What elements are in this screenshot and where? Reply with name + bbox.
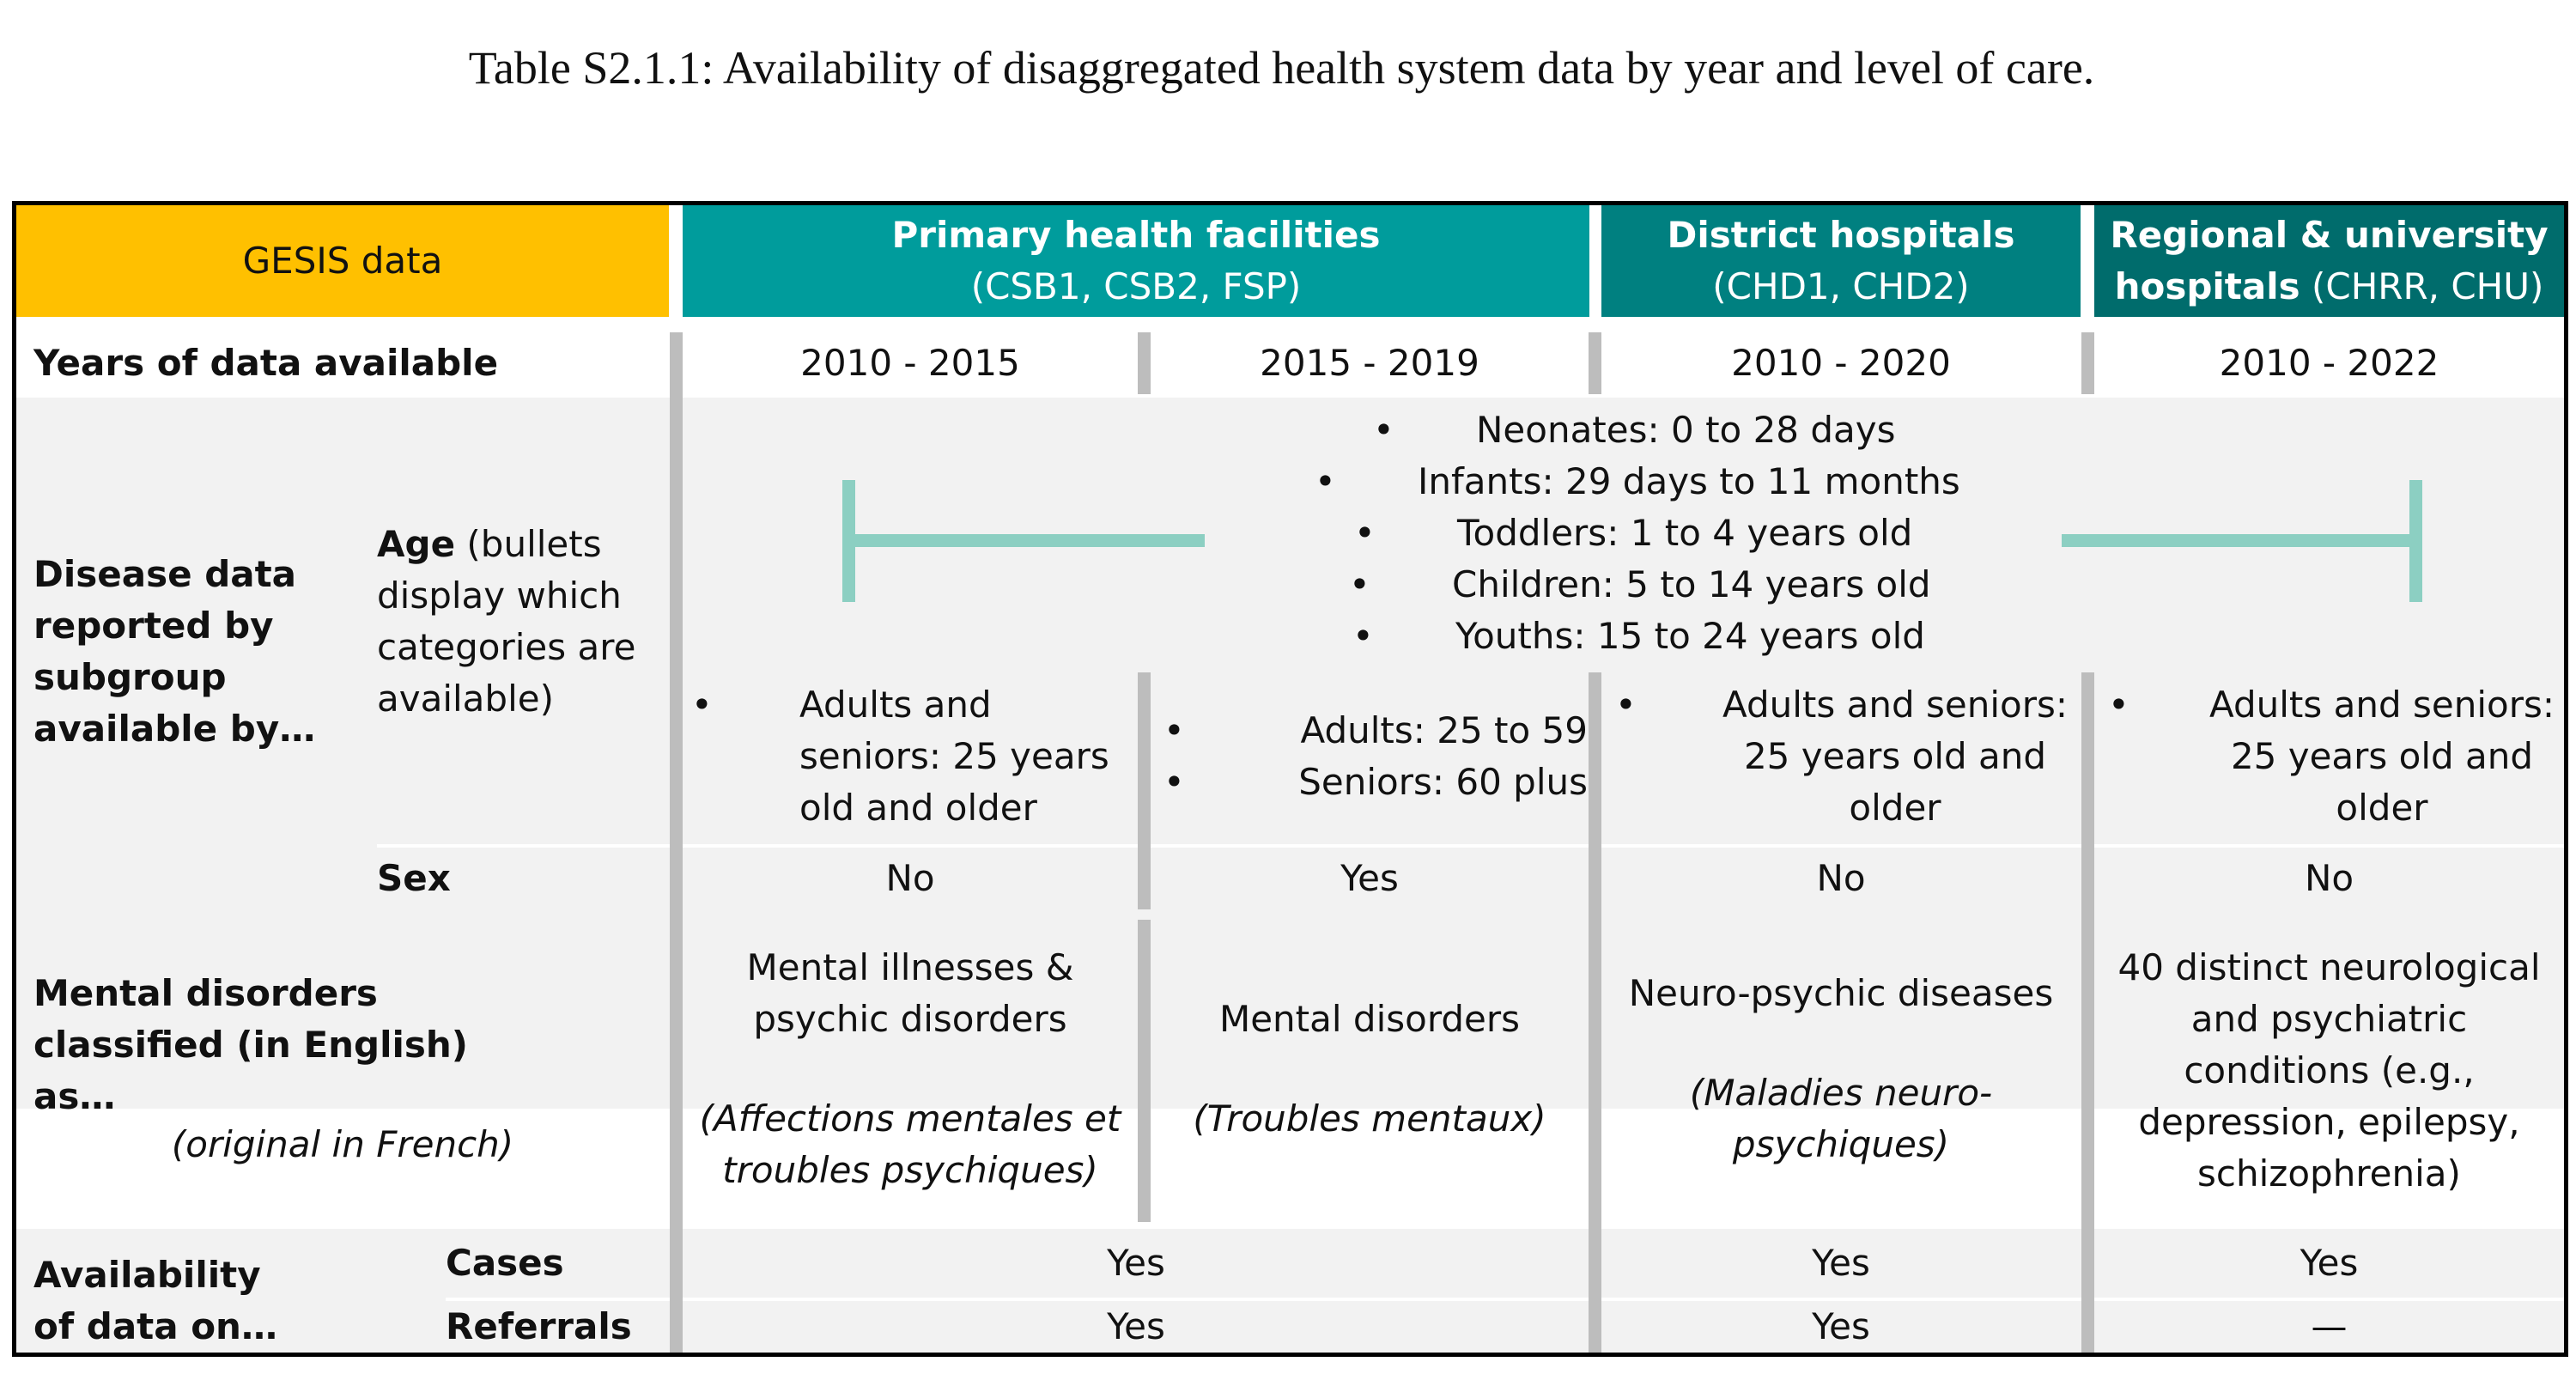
data-availability-table: GESIS data Primary health facilities (CS… — [12, 201, 2568, 1357]
disease-label: Disease data reported by subgroup availa… — [33, 553, 316, 750]
cases-district: Yes — [1812, 1242, 1870, 1284]
header-gap — [2081, 205, 2094, 317]
bullet-dot: • — [1352, 615, 1374, 657]
primary-facilities-header: Primary health facilities (CSB1, CSB2, F… — [683, 205, 1589, 317]
disease-row-background — [16, 398, 2564, 1109]
cases-label: Cases — [446, 1242, 564, 1284]
age-bullet-neonates: Neonates: 0 to 28 days — [1476, 409, 1896, 451]
sex-district: No — [1816, 857, 1866, 899]
bracket-right-vertical — [2409, 480, 2422, 602]
sex-primary-2015: Yes — [1340, 857, 1399, 899]
regional-header-sub: (CHRR, CHU) — [2311, 265, 2544, 307]
primary-header-title: Primary health facilities — [891, 214, 1381, 256]
years-primary-2015: 2015 - 2019 — [1260, 342, 1479, 384]
regional-hospitals-header: Regional & university hospitals (CHRR, C… — [2094, 205, 2564, 317]
availability-label: Availability of data on… — [33, 1254, 277, 1347]
referrals-primary: Yes — [1107, 1305, 1165, 1347]
separator-label-column — [670, 332, 683, 1353]
availability-row-background — [16, 1229, 2564, 1353]
sex-primary-2010: No — [885, 857, 935, 899]
bracket-left-horizontal — [842, 534, 1205, 547]
mental-label: Mental disorders classified (in English)… — [33, 972, 468, 1117]
district-header-title: District hospitals — [1667, 214, 2015, 256]
cases-regional: Yes — [2300, 1242, 2359, 1284]
table-caption: Table S2.1.1: Availability of disaggrega… — [468, 42, 2095, 94]
bracket-right-horizontal — [2062, 534, 2422, 547]
age-bullet-youths: Youths: 15 to 24 years old — [1455, 615, 1925, 657]
regional-header-title: Regional & university — [2110, 214, 2549, 256]
mental-primary-2010-fr: (Affections mentales et troubles psychiq… — [699, 1097, 1121, 1191]
age-label-bold: Age — [377, 523, 456, 565]
bullet-dot: • — [1163, 761, 1185, 803]
referrals-district: Yes — [1812, 1305, 1870, 1347]
separator-district-regional-body — [2081, 672, 2094, 1353]
adults-primary-2015-adults: Adults: 25 to 59 — [1300, 709, 1588, 751]
separator-primary-years — [1138, 332, 1151, 394]
referrals-label: Referrals — [446, 1305, 632, 1347]
separator-primary-mental — [1138, 920, 1151, 1222]
mental-primary-2015-fr: (Troubles mentaux) — [1193, 1097, 1546, 1140]
bullet-dot: • — [2108, 684, 2129, 726]
years-district: 2010 - 2020 — [1731, 342, 1951, 384]
header-gap — [669, 205, 683, 317]
years-label: Years of data available — [33, 342, 499, 384]
mental-primary-2015-en: Mental disorders — [1218, 998, 1520, 1040]
cases-row-divider — [446, 1298, 2564, 1301]
age-label: Age (bullets display which categories ar… — [377, 519, 669, 725]
adults-primary-2015-seniors: Seniors: 60 plus — [1298, 761, 1588, 803]
adults-primary-2010: Adults and seniors: 25 years old and old… — [799, 684, 1109, 829]
age-bullet-children: Children: 5 to 14 years old — [1452, 563, 1931, 605]
bullet-dot: • — [1615, 684, 1637, 726]
bullet-dot: • — [1315, 460, 1336, 502]
age-bullet-infants: Infants: 29 days to 11 months — [1418, 460, 1960, 502]
adults-regional: Adults and seniors: 25 years old and old… — [2208, 684, 2555, 829]
bullet-dot: • — [1163, 709, 1185, 751]
header-gap — [1589, 205, 1601, 317]
gesis-header: GESIS data — [16, 205, 669, 317]
separator-primary-district — [1589, 332, 1601, 394]
referrals-regional: — — [2311, 1305, 2348, 1347]
bullet-dot: • — [691, 684, 713, 726]
regional-header-title2: hospitals — [2114, 265, 2300, 307]
bullet-dot: • — [1354, 512, 1376, 554]
primary-header-sub: (CSB1, CSB2, FSP) — [970, 265, 1302, 307]
district-header-sub: (CHD1, CHD2) — [1712, 265, 1970, 307]
separator-primary-district-body — [1589, 672, 1601, 1353]
age-bullet-toddlers: Toddlers: 1 to 4 years old — [1457, 512, 1913, 554]
mental-district-en: Neuro-psychic diseases — [1628, 972, 2054, 1014]
years-regional: 2010 - 2022 — [2219, 342, 2439, 384]
district-hospitals-header: District hospitals (CHD1, CHD2) — [1601, 205, 2081, 317]
years-primary-2010: 2010 - 2015 — [800, 342, 1020, 384]
sex-regional: No — [2304, 857, 2354, 899]
sex-row-divider — [377, 844, 2564, 848]
adults-district: Adults and seniors: 25 years old and old… — [1722, 684, 2068, 829]
mental-district-fr: (Maladies neuro-psychiques) — [1689, 1072, 1993, 1165]
mental-regional-en: 40 distinct neurological and psychiatric… — [2117, 946, 2541, 1195]
bullet-dot: • — [1349, 563, 1370, 605]
sex-label: Sex — [377, 857, 451, 899]
separator-district-regional — [2081, 332, 2094, 394]
bullet-dot: • — [1373, 409, 1394, 451]
separator-primary-adults — [1138, 672, 1151, 909]
age-label-rest: (bullets display which categories are av… — [377, 523, 636, 720]
mental-original-note: (original in French) — [171, 1123, 514, 1165]
gesis-header-label: GESIS data — [242, 240, 443, 282]
cases-primary: Yes — [1107, 1242, 1165, 1284]
mental-primary-2010-en: Mental illnesses & psychic disorders — [746, 946, 1074, 1040]
